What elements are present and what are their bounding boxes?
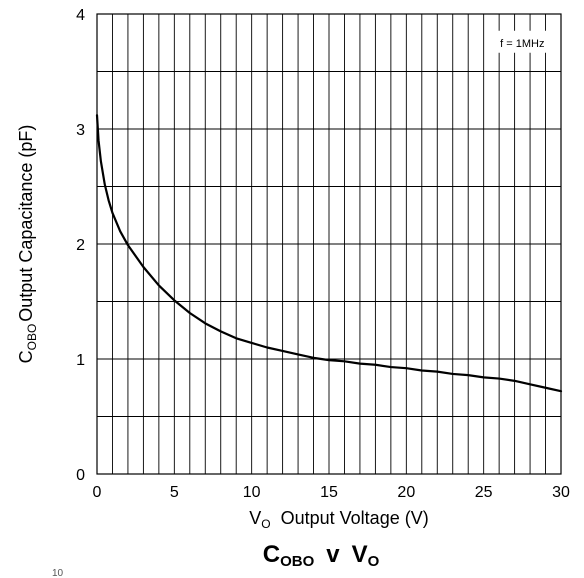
- footer-text: 10: [52, 568, 64, 578]
- x-axis-label-main: V: [249, 508, 261, 528]
- y-tick-label: 3: [76, 122, 85, 139]
- caption-vo-sub: O: [368, 553, 380, 570]
- x-tick-label: 30: [552, 484, 570, 501]
- x-tick-labels: 0 5 10 15 20 25 30: [93, 484, 570, 501]
- y-axis-label-main: C: [16, 350, 36, 363]
- y-tick-label: 2: [76, 237, 85, 254]
- x-tick-label: 15: [320, 484, 338, 501]
- x-tick-label: 25: [475, 484, 493, 501]
- x-tick-label: 20: [397, 484, 415, 501]
- x-axis-label-sub: O: [261, 517, 270, 531]
- grid: [97, 14, 561, 474]
- caption-v: v: [326, 541, 340, 568]
- x-axis-label: VO Output Voltage (V): [249, 508, 428, 531]
- annotation-box: f = 1MHz: [488, 30, 557, 53]
- y-axis-label-rest: Output Capacitance (pF): [16, 125, 36, 322]
- x-tick-label: 10: [243, 484, 261, 501]
- x-tick-label: 5: [170, 484, 179, 501]
- y-tick-label: 4: [76, 7, 85, 24]
- series-line: [95, 114, 563, 393]
- y-axis-label-sub: OBO: [25, 324, 39, 351]
- caption-c-sub: OBO: [280, 553, 315, 570]
- caption-vo: V: [352, 541, 368, 568]
- y-tick-label: 1: [76, 352, 85, 369]
- y-tick-labels: 0 1 2 3 4: [76, 7, 85, 484]
- annotation-background: [488, 30, 557, 53]
- y-tick-label: 0: [76, 467, 85, 484]
- chart-caption: COBO v VO: [263, 541, 380, 570]
- x-axis-label-rest: Output Voltage (V): [281, 508, 429, 528]
- caption-c: C: [263, 541, 280, 568]
- annotation-text: f = 1MHz: [500, 38, 544, 50]
- plot-frame: [96, 13, 562, 475]
- x-tick-label: 0: [93, 484, 102, 501]
- y-axis-label: COBO Output Capacitance (pF): [16, 125, 39, 364]
